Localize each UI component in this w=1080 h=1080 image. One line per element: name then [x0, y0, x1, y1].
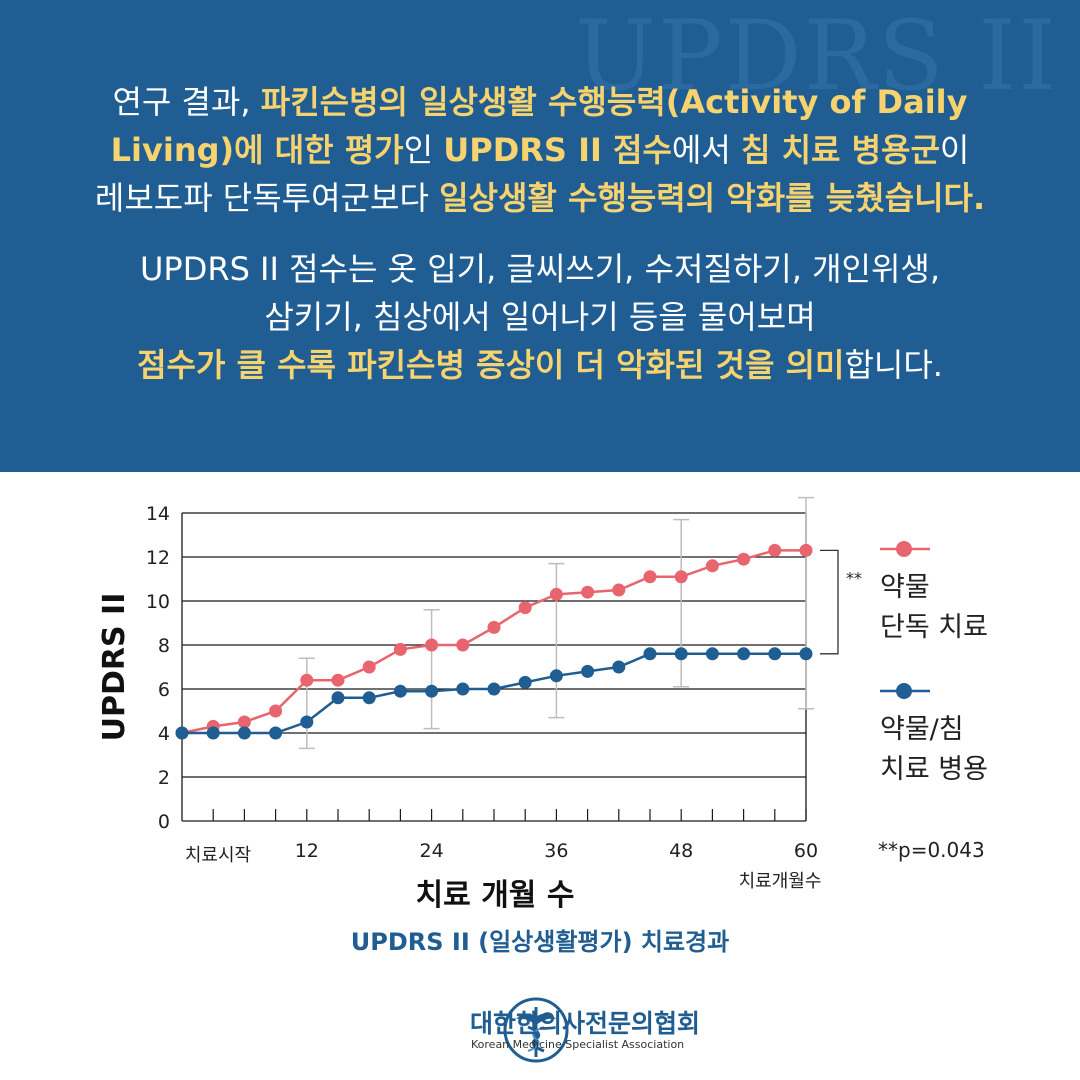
data-point [175, 726, 189, 740]
y-tick-label: 10 [146, 591, 170, 613]
highlight-text: 일상생활 수행능력의 악화를 늦췄습니다. [439, 179, 986, 217]
legend-label: 단독 치료 [880, 612, 988, 643]
data-point [799, 647, 813, 661]
data-point [362, 660, 376, 674]
legend-marker [896, 541, 912, 557]
highlight-text: 침 치료 병용군 [740, 131, 940, 169]
intro-line-1: 연구 결과, 파킨슨병의 일상생활 수행능력(Activity of Daily [0, 78, 1080, 126]
intro-line-3: 레보도파 단독투여군보다 일상생활 수행능력의 악화를 늦췄습니다. [0, 174, 1080, 222]
highlight-text: 점수가 클 수록 파킨슨병 증상이 더 악화된 것을 의미 [137, 346, 845, 384]
highlight-text: 파킨슨병의 일상생활 수행능력(Activity of Daily [260, 83, 968, 121]
data-point [549, 669, 563, 683]
data-point [674, 570, 688, 584]
watermark-text: UPDRS II [575, 0, 1058, 112]
data-point [362, 691, 376, 705]
data-point [425, 684, 439, 698]
plain-text: 레보도파 단독투여군보다 [94, 179, 440, 217]
y-tick-label: 8 [158, 635, 170, 657]
x-tick-label: 60 [794, 840, 818, 862]
chart-caption: UPDRS II (일상생활평가) 치료경과 [350, 928, 730, 956]
y-tick-label: 4 [158, 723, 170, 745]
data-point [581, 585, 595, 599]
plain-text: 이 [939, 131, 970, 169]
x-start-label: 치료시작 [185, 845, 251, 866]
data-point [768, 647, 782, 661]
data-point [799, 543, 813, 557]
data-point [612, 660, 626, 674]
legend-label: 약물/침 [880, 714, 964, 745]
data-point [612, 583, 626, 597]
legend-label: 약물 [880, 572, 930, 603]
data-point [237, 726, 251, 740]
intro-paragraph: 연구 결과, 파킨슨병의 일상생활 수행능력(Activity of Daily… [0, 78, 1080, 222]
intro-line-2: Living)에 대한 평가인 UPDRS II 점수에서 침 치료 병용군이 [0, 126, 1080, 174]
x-axis-title: 치료 개월 수 [416, 878, 575, 913]
data-point [300, 673, 314, 687]
explain-paragraph: UPDRS II 점수는 옷 입기, 글씨쓰기, 수저질하기, 개인위생, 삼키… [0, 245, 1080, 389]
data-point [331, 673, 345, 687]
x-tick-label: 24 [420, 840, 444, 862]
data-point [549, 587, 563, 601]
data-point [206, 726, 220, 740]
data-point [518, 601, 532, 615]
data-point [456, 682, 470, 696]
header-panel: UPDRS II 연구 결과, 파킨슨병의 일상생활 수행능력(Activity… [0, 0, 1080, 472]
plain-text: 합니다. [844, 346, 943, 384]
data-point [705, 647, 719, 661]
legend-marker [896, 683, 912, 699]
x-end-label: 치료개월수 [739, 871, 822, 892]
data-point [487, 620, 501, 634]
plain-text: 에서 [671, 131, 741, 169]
data-point [643, 647, 657, 661]
y-tick-label: 14 [146, 503, 170, 525]
data-point [487, 682, 501, 696]
significance-marker: ** [846, 568, 862, 587]
explain-line-1: UPDRS II 점수는 옷 입기, 글씨쓰기, 수저질하기, 개인위생, [139, 250, 941, 288]
data-point [331, 691, 345, 705]
x-tick-label: 12 [295, 840, 319, 862]
data-point [456, 638, 470, 652]
p-value-note: **p=0.043 [878, 838, 985, 862]
y-axis-title: UPDRS II [97, 593, 132, 742]
plain-text: 인 [403, 131, 444, 169]
data-point [737, 647, 751, 661]
logo-name-english: Korean Medicine Specialist Association [471, 1038, 685, 1051]
data-point [300, 715, 314, 729]
legend-label: 치료 병용 [880, 754, 988, 785]
data-point [425, 638, 439, 652]
data-point [393, 642, 407, 656]
highlight-text: UPDRS II 점수 [443, 131, 672, 169]
data-point [643, 570, 657, 584]
x-tick-label: 36 [544, 840, 568, 862]
data-point [518, 675, 532, 689]
y-tick-label: 12 [146, 547, 170, 569]
data-point [269, 704, 283, 718]
y-tick-label: 2 [158, 767, 170, 789]
data-point [269, 726, 283, 740]
highlight-text: Living)에 대한 평가 [110, 131, 404, 169]
explain-line-2: 삼키기, 침상에서 일어나기 등을 물어보며 [264, 298, 816, 336]
significance-bracket [820, 549, 839, 655]
plain-text: 연구 결과, [112, 83, 261, 121]
data-point [674, 647, 688, 661]
data-point [581, 664, 595, 678]
logo-name-korean: 대한한의사전문의협회 [470, 1009, 701, 1038]
data-point [737, 552, 751, 566]
y-tick-label: 6 [158, 679, 170, 701]
data-point [705, 559, 719, 573]
data-point [768, 543, 782, 557]
explain-line-3: 점수가 클 수록 파킨슨병 증상이 더 악화된 것을 의미합니다. [0, 341, 1080, 389]
y-tick-label: 0 [158, 811, 170, 833]
data-point [393, 684, 407, 698]
x-tick-label: 48 [669, 840, 693, 862]
data-point [237, 715, 251, 729]
caduceus-icon [503, 997, 569, 1063]
